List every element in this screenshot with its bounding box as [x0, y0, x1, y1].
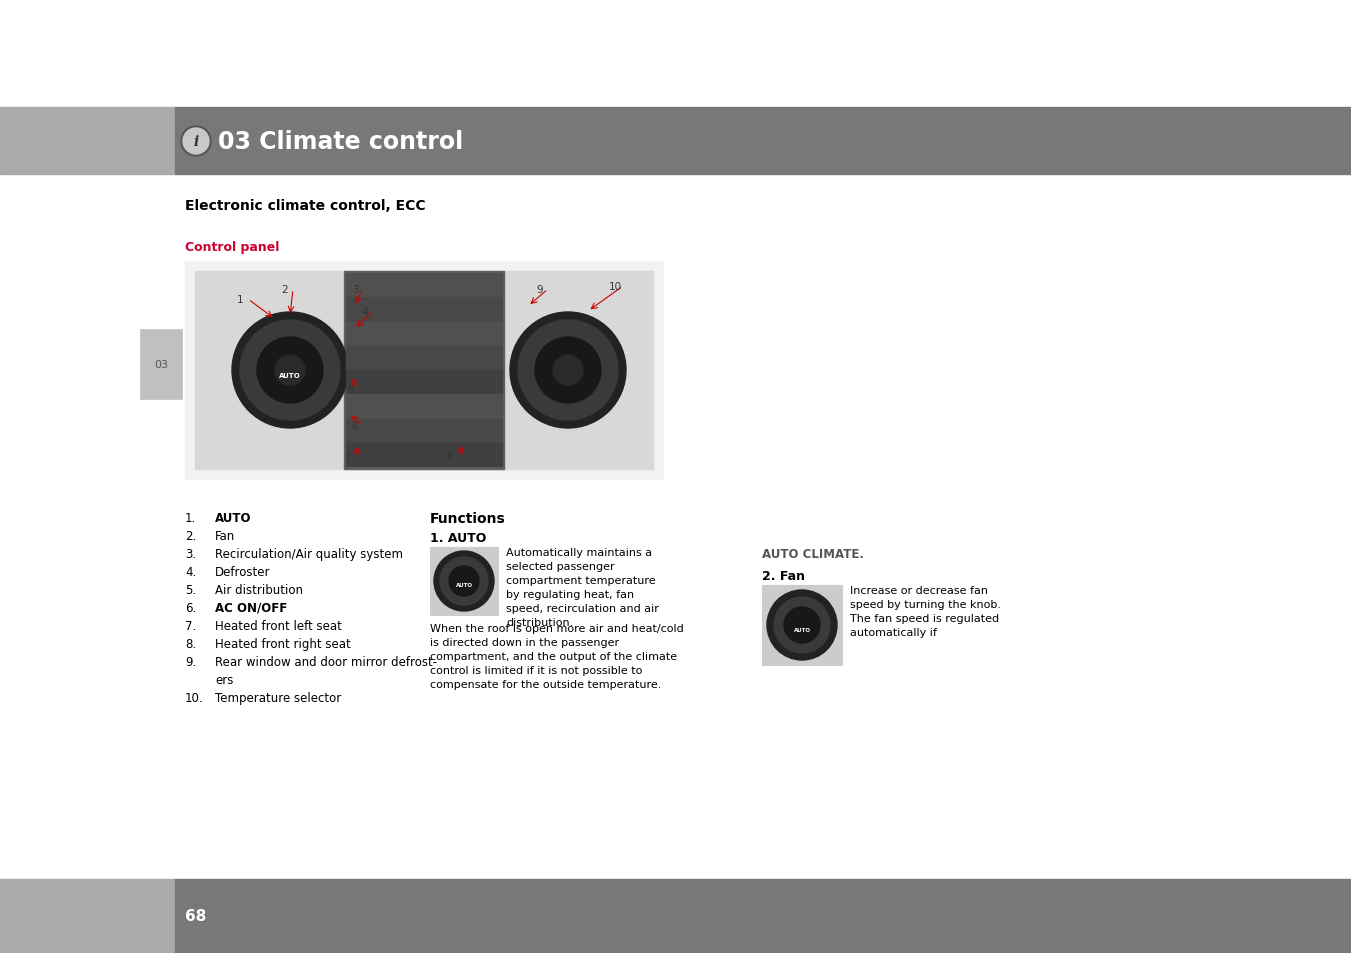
Circle shape: [240, 320, 340, 420]
Bar: [0, 879, 176, 953]
Text: AUTO: AUTO: [215, 512, 251, 524]
Text: 2. Fan: 2. Fan: [762, 569, 805, 582]
Text: 03: 03: [154, 359, 168, 370]
Circle shape: [553, 355, 584, 386]
Text: Heated front left seat: Heated front left seat: [215, 619, 342, 633]
Text: 8.: 8.: [185, 638, 196, 650]
Bar: [346, 298, 503, 321]
Circle shape: [440, 558, 488, 605]
Text: 4.: 4.: [185, 565, 196, 578]
Text: 9.: 9.: [185, 656, 196, 668]
Text: Heated front right seat: Heated front right seat: [215, 638, 351, 650]
Text: 68: 68: [185, 908, 207, 923]
Circle shape: [767, 590, 838, 660]
Circle shape: [181, 127, 211, 157]
Bar: [346, 274, 503, 297]
Circle shape: [276, 355, 305, 386]
Text: Defroster: Defroster: [215, 565, 270, 578]
Circle shape: [535, 337, 601, 403]
Text: AUTO: AUTO: [280, 373, 301, 378]
Text: 3.: 3.: [185, 547, 196, 560]
Circle shape: [774, 598, 830, 654]
Text: Fan: Fan: [215, 530, 235, 542]
Bar: [346, 322, 503, 345]
Text: Temperature selector: Temperature selector: [215, 691, 342, 704]
Text: Automatically maintains a
selected passenger
compartment temperature
by regulati: Automatically maintains a selected passe…: [507, 547, 659, 627]
Text: 3: 3: [351, 285, 358, 294]
Text: 6.: 6.: [185, 601, 196, 615]
Circle shape: [232, 313, 349, 429]
Text: 2: 2: [282, 285, 288, 294]
Text: 1: 1: [236, 294, 243, 305]
Bar: [346, 443, 503, 467]
Text: 2.: 2.: [185, 530, 196, 542]
Bar: [346, 419, 503, 442]
Circle shape: [449, 566, 480, 597]
Bar: [345, 272, 504, 470]
Text: 9: 9: [536, 285, 543, 294]
Bar: [762, 585, 842, 665]
Text: 6: 6: [351, 421, 358, 432]
Text: 5.: 5.: [185, 583, 196, 597]
Bar: [185, 262, 663, 479]
Circle shape: [517, 320, 617, 420]
Bar: [0, 108, 176, 174]
Text: ers: ers: [215, 673, 234, 686]
Text: 10: 10: [608, 282, 621, 292]
Bar: [195, 272, 653, 470]
Text: i: i: [193, 135, 199, 149]
Circle shape: [182, 129, 209, 154]
Text: 03 Climate control: 03 Climate control: [218, 130, 463, 153]
Bar: [346, 346, 503, 370]
Circle shape: [509, 313, 626, 429]
Text: AUTO: AUTO: [455, 583, 473, 588]
Bar: [141, 330, 182, 399]
Text: Control panel: Control panel: [185, 241, 280, 254]
Bar: [176, 192, 952, 220]
Bar: [346, 371, 503, 394]
Bar: [346, 395, 503, 418]
Text: 10.: 10.: [185, 691, 204, 704]
Circle shape: [257, 337, 323, 403]
Text: When the roof is open more air and heat/cold
is directed down in the passenger
c: When the roof is open more air and heat/…: [430, 623, 684, 689]
Bar: [176, 108, 1351, 174]
Text: 7.: 7.: [185, 619, 196, 633]
Bar: [430, 547, 499, 616]
Text: 1. AUTO: 1. AUTO: [430, 532, 486, 544]
Text: 4: 4: [362, 307, 369, 316]
Text: 5: 5: [347, 385, 354, 395]
Text: 8: 8: [447, 452, 454, 461]
Text: Recirculation/Air quality system: Recirculation/Air quality system: [215, 547, 403, 560]
Circle shape: [784, 607, 820, 643]
Text: 7: 7: [343, 452, 350, 461]
Text: Rear window and door mirror defrost-: Rear window and door mirror defrost-: [215, 656, 438, 668]
Circle shape: [434, 552, 494, 612]
Text: Functions: Functions: [430, 512, 505, 525]
Text: AUTO: AUTO: [793, 628, 811, 633]
Text: Air distribution: Air distribution: [215, 583, 303, 597]
Text: Electronic climate control, ECC: Electronic climate control, ECC: [185, 199, 426, 213]
Bar: [176, 879, 1351, 953]
Text: AC ON/OFF: AC ON/OFF: [215, 601, 288, 615]
Text: Increase or decrease fan
speed by turning the knob.
The fan speed is regulated
a: Increase or decrease fan speed by turnin…: [850, 585, 1001, 638]
Text: 1.: 1.: [185, 512, 196, 524]
Text: AUTO CLIMATE.: AUTO CLIMATE.: [762, 547, 865, 560]
